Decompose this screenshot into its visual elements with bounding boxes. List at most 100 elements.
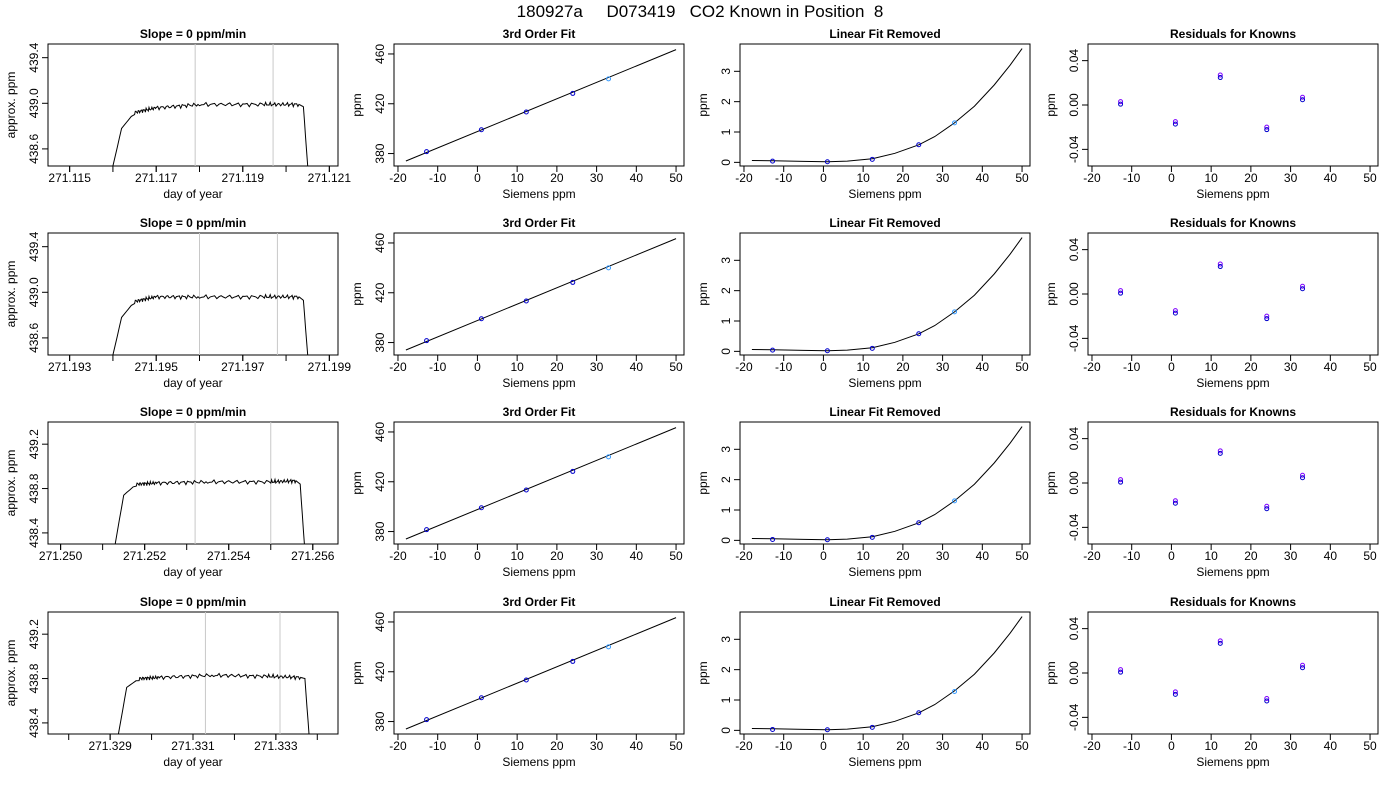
data-point-replicate [1264,127,1270,133]
data-point [1217,448,1223,454]
fit-line [405,427,677,540]
data-point [570,90,576,96]
y-tick-label: 2 [719,98,733,105]
data-point [1264,696,1270,702]
data-point [424,338,430,344]
x-axis-label: day of year [163,187,222,201]
data-point [424,717,430,723]
chart-title: Residuals for Knowns [1170,27,1296,41]
data-point [523,487,529,493]
y-tick-label: 1 [719,317,733,324]
chart-title: Slope = 0 ppm/min [140,27,246,41]
x-tick-label: -10 [775,360,793,374]
y-tick-label: 0.00 [1067,282,1081,306]
x-tick-label: -20 [1083,360,1101,374]
x-tick-label: -20 [1083,549,1101,563]
plot-frame [393,232,685,356]
x-tick-label: 271.250 [39,549,83,563]
plot-frame [393,421,685,545]
x-tick-label: 271.333 [254,739,298,753]
x-tick-label: -20 [1083,171,1101,185]
y-tick-label: 420 [373,93,387,113]
data-point [1217,261,1223,267]
y-tick-label: -0.04 [1067,513,1081,541]
x-axis-label: Siemens ppm [848,755,921,769]
x-tick-label: 30 [590,739,604,753]
x-tick-label: 10 [856,739,870,753]
y-tick-label: 460 [373,422,387,442]
y-tick-label: 438.6 [27,323,41,353]
x-tick-label: 40 [976,360,990,374]
x-tick-label: 271.252 [123,549,167,563]
x-axis-label: Siemens ppm [502,187,575,201]
fit-line [405,617,677,730]
data-point [478,316,484,322]
data-point [523,298,529,304]
y-tick-label: -0.04 [1067,324,1081,352]
data-point [869,156,875,162]
data-point-replicate [1264,316,1270,322]
data-point [916,142,922,148]
data-point-replicate [1172,310,1178,316]
x-tick-label: 271.121 [308,171,352,185]
chart-panel: Slope = 0 ppm/min day of year approx. ppm 2… [4,216,351,390]
y-tick-label: 380 [373,711,387,731]
y-tick-label: 439.4 [27,231,41,261]
x-tick-label: 271.117 [135,171,178,185]
x-axis-label: day of year [163,565,222,579]
x-tick-label: -10 [775,171,793,185]
x-tick-label: -20 [389,171,407,185]
data-point [1217,72,1223,78]
y-axis-label: ppm [350,661,364,684]
y-tick-label: 380 [373,521,387,541]
y-tick-label: 438.8 [27,473,41,503]
time-series-trace [112,293,309,356]
chart-title: Linear Fit Removed [829,595,940,609]
x-tick-label: 50 [1015,360,1029,374]
y-tick-label: 2 [719,666,733,673]
y-tick-label: 3 [719,68,733,75]
data-point [952,309,958,315]
fit-line [405,49,677,162]
y-tick-label: 0.04 [1067,427,1081,451]
x-tick-label: 50 [1363,171,1377,185]
x-tick-label: -10 [1123,549,1141,563]
x-axis-label: Siemens ppm [848,376,921,390]
y-tick-label: 1 [719,696,733,703]
y-tick-label: 2 [719,476,733,483]
data-point [1118,667,1124,673]
y-tick-label: 438.6 [27,134,41,164]
x-tick-label: 10 [1204,360,1218,374]
y-tick-label: 0.00 [1067,661,1081,685]
data-point-replicate [1300,665,1306,671]
x-tick-label: 20 [896,171,910,185]
data-point [824,727,830,733]
data-point [916,331,922,337]
time-series-trace [114,477,305,545]
data-point [869,345,875,351]
x-tick-label: 40 [1324,360,1338,374]
y-tick-label: 438.4 [27,708,41,738]
x-tick-label: 50 [669,171,683,185]
x-axis-label: day of year [163,376,222,390]
x-tick-label: 40 [1324,739,1338,753]
x-tick-label: 10 [1204,739,1218,753]
plot-frame [1087,611,1379,735]
x-tick-label: 20 [896,549,910,563]
x-tick-label: 40 [630,360,644,374]
data-point [824,159,830,165]
plot-frame [1087,43,1379,167]
plot-frame [1087,232,1379,356]
y-tick-label: 0.04 [1067,617,1081,641]
x-axis-label: Siemens ppm [1196,565,1269,579]
chart-title: Slope = 0 ppm/min [140,405,246,419]
data-point [1118,477,1124,483]
x-tick-label: 0 [820,171,827,185]
plot-frame [739,611,1031,735]
y-tick-label: 0 [719,537,733,544]
x-tick-label: -20 [735,360,753,374]
x-axis-label: Siemens ppm [848,187,921,201]
x-tick-label: 271.331 [171,739,215,753]
